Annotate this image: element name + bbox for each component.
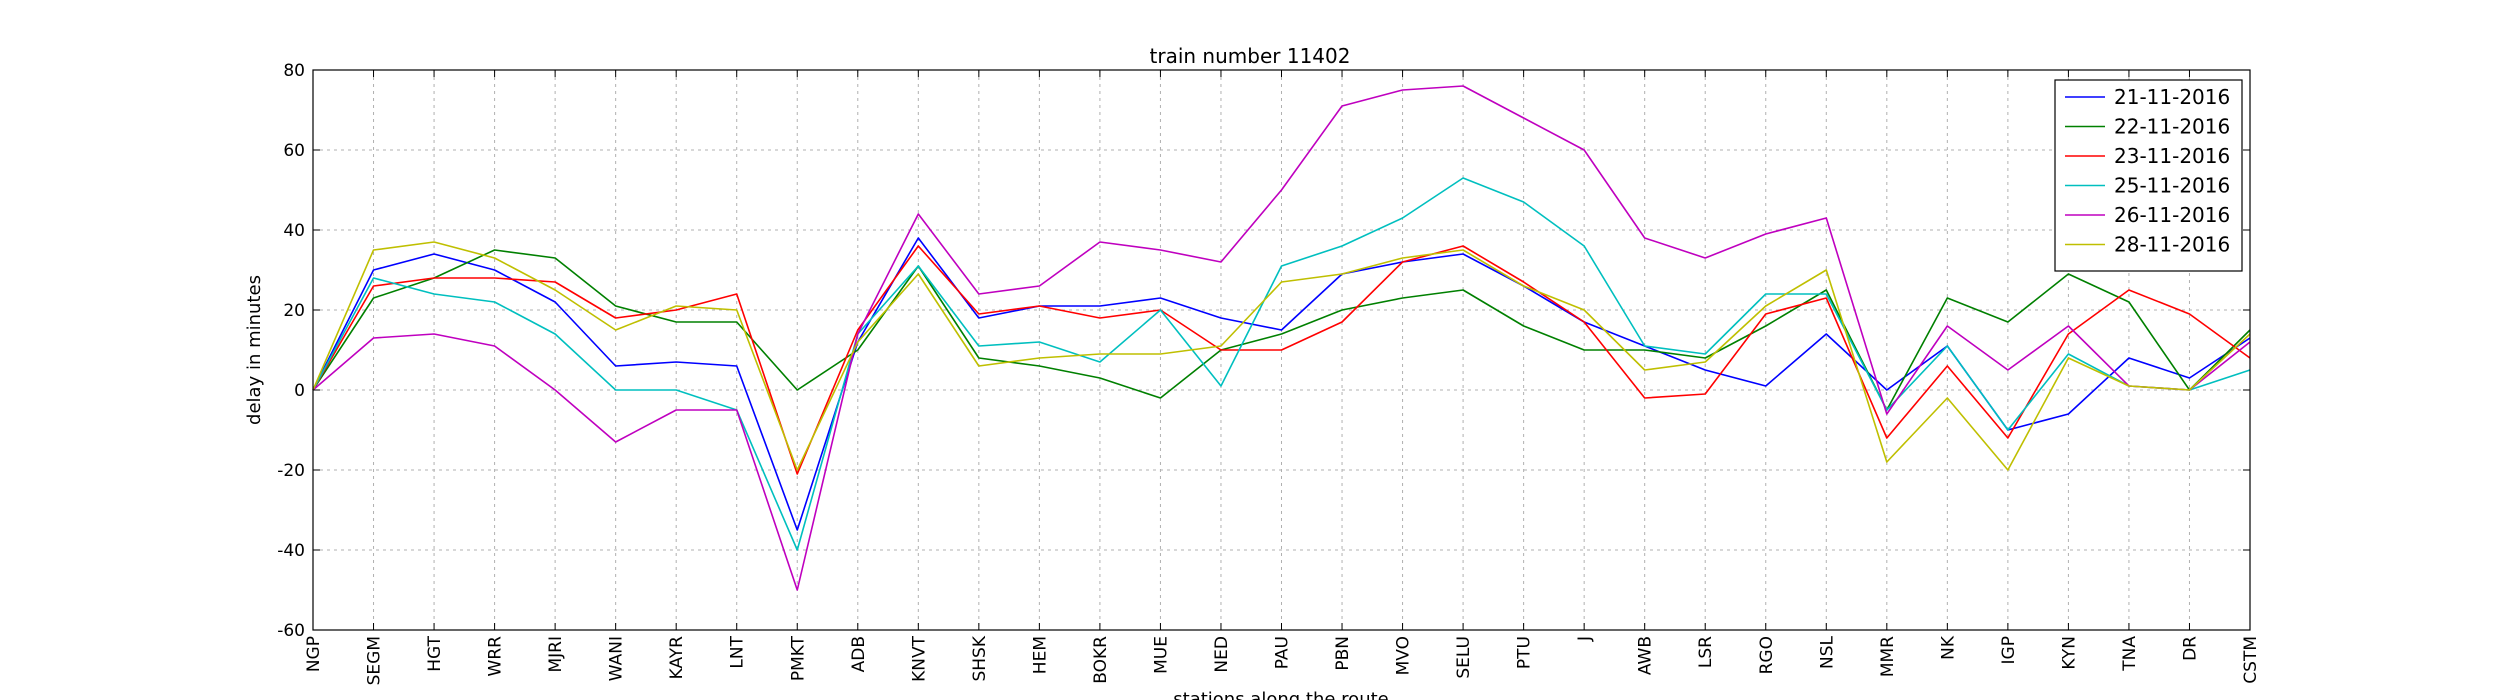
x-tick-label: LNT xyxy=(728,635,748,668)
legend: 21-11-2016 22-11-2016 23-11-2016 25-11-2016… xyxy=(2054,79,2243,272)
x-tick-label: MJRI xyxy=(546,636,566,673)
x-tick-label: HGT xyxy=(425,635,445,671)
x-tick-label: IGP xyxy=(1999,636,2019,664)
chart-title: train number 11402 xyxy=(1150,44,1351,68)
x-tick-label: BOKR xyxy=(1091,636,1111,684)
x-tick-label: MVO xyxy=(1394,636,1414,675)
x-tick-label: NED xyxy=(1212,636,1232,673)
x-tick-label: DR xyxy=(2180,636,2200,661)
x-tick-label: KAYR xyxy=(667,636,687,680)
x-tick-label: KYN xyxy=(2059,636,2079,670)
x-tick-label: KNVT xyxy=(909,635,929,681)
y-tick-label: -40 xyxy=(277,541,305,561)
series-line-26-11-2016 xyxy=(312,85,2251,591)
y-tick-label: 80 xyxy=(283,61,305,81)
legend-entry: 23-11-2016 xyxy=(2114,144,2230,168)
y-tick-label: 0 xyxy=(294,381,305,401)
x-tick-label: NK xyxy=(1938,635,1958,660)
x-tick-label: PTU xyxy=(1515,636,1535,669)
x-tick-label: RGO xyxy=(1757,636,1777,674)
x-axis-label: stations along the route xyxy=(1173,689,1388,700)
x-tick-label: PMKT xyxy=(788,635,808,681)
x-tick-label: MMR xyxy=(1878,636,1898,677)
x-tick-label: NGP xyxy=(304,636,324,672)
x-tick-label: WANI xyxy=(607,636,627,681)
x-tick-label: TNA xyxy=(2120,636,2140,672)
x-tick-label: J xyxy=(1575,636,1595,642)
series-line-28-11-2016 xyxy=(312,241,2251,471)
x-tick-label: ADB xyxy=(849,636,869,672)
x-tick-label: MUE xyxy=(1151,636,1171,674)
x-tick-label: HEM xyxy=(1030,636,1050,674)
x-tick-label: CSTM xyxy=(2241,636,2261,684)
x-tick-label: WRR xyxy=(486,636,506,677)
y-tick-label: -20 xyxy=(277,461,305,481)
legend-entry: 21-11-2016 xyxy=(2114,85,2230,109)
y-tick-label: 40 xyxy=(283,221,305,241)
legend-entry: 28-11-2016 xyxy=(2114,233,2230,257)
legend-entry: 25-11-2016 xyxy=(2114,174,2230,198)
series-line-25-11-2016 xyxy=(312,177,2251,551)
y-tick-label: 20 xyxy=(283,301,305,321)
x-tick-label: SELU xyxy=(1454,636,1474,679)
x-tick-label: NSL xyxy=(1817,635,1837,669)
x-tick-label: AWB xyxy=(1636,636,1656,675)
y-axis-ticks: -60 -40 -20 0 20 40 60 80 xyxy=(277,61,2250,641)
x-axis-ticks: NGP SEGM HGT WRR MJRI WANI KAYR LNT PMKT ADB KNVT S… xyxy=(304,70,2261,685)
x-tick-label: SHSK xyxy=(970,635,990,681)
x-tick-label: SEGM xyxy=(365,636,385,685)
legend-entry: 22-11-2016 xyxy=(2114,115,2230,139)
series-line-23-11-2016 xyxy=(312,245,2251,475)
series-line-21-11-2016 xyxy=(312,237,2251,531)
y-tick-label: 60 xyxy=(283,141,305,161)
legend-entry: 26-11-2016 xyxy=(2114,203,2230,227)
series-line-22-11-2016 xyxy=(312,249,2251,411)
x-tick-label: PBN xyxy=(1333,636,1353,671)
y-axis-label: delay in minutes xyxy=(244,275,265,425)
series-lines xyxy=(312,85,2251,591)
x-tick-label: LSR xyxy=(1696,636,1716,668)
y-tick-label: -60 xyxy=(277,621,305,641)
x-tick-label: PAU xyxy=(1273,636,1293,669)
legend-box xyxy=(2054,79,2243,272)
